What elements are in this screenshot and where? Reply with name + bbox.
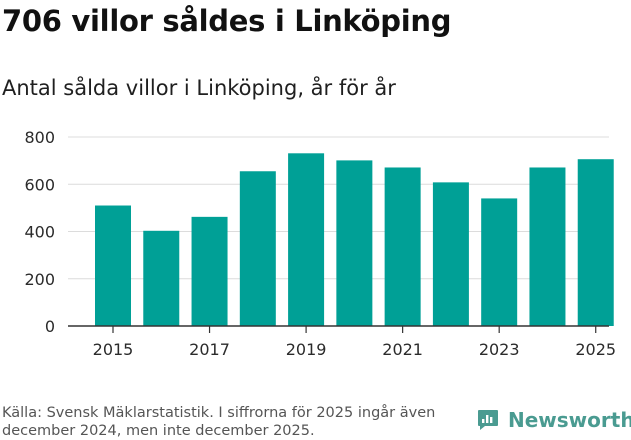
x-axis-ticks: 2015 2017 2019 2021 2023 2025 [93,326,616,359]
bars [95,153,614,326]
x-tick-label: 2017 [189,340,230,359]
bar-2020 [336,160,373,326]
bar-2019 [288,153,325,326]
y-tick-label: 800 [24,128,55,147]
x-tick-label: 2023 [479,340,520,359]
y-tick-label: 600 [24,175,55,194]
bar-2023 [481,198,518,326]
bar-2024 [529,167,566,326]
source-note: Källa: Svensk Mäklarstatistik. I siffror… [2,405,436,439]
bar-2015 [95,205,131,326]
y-tick-label: 200 [24,270,55,289]
brand-name: Newsworthy [508,408,631,432]
brand: Newsworthy [476,408,631,432]
bar-chart: 0 200 400 600 800 2015 2017 2019 2021 2023 2025 [24,128,616,359]
bar-2021 [384,167,421,326]
bar-2018 [239,171,276,326]
newsworthy-logo-icon [478,410,498,430]
y-tick-label: 0 [45,317,55,336]
chart-title: 706 villor såldes i Linköping [2,4,452,38]
chart-subtitle: Antal sålda villor i Linköping, år för å… [2,76,396,100]
x-tick-label: 2015 [93,340,134,359]
bar-2022 [432,182,469,326]
bar-2025 [577,159,614,326]
y-tick-label: 400 [24,223,55,242]
y-axis-ticks: 0 200 400 600 800 [24,128,55,336]
x-tick-label: 2025 [575,340,616,359]
x-tick-label: 2019 [286,340,327,359]
bar-2017 [191,216,228,326]
bar-2016 [143,230,180,326]
x-tick-label: 2021 [382,340,423,359]
